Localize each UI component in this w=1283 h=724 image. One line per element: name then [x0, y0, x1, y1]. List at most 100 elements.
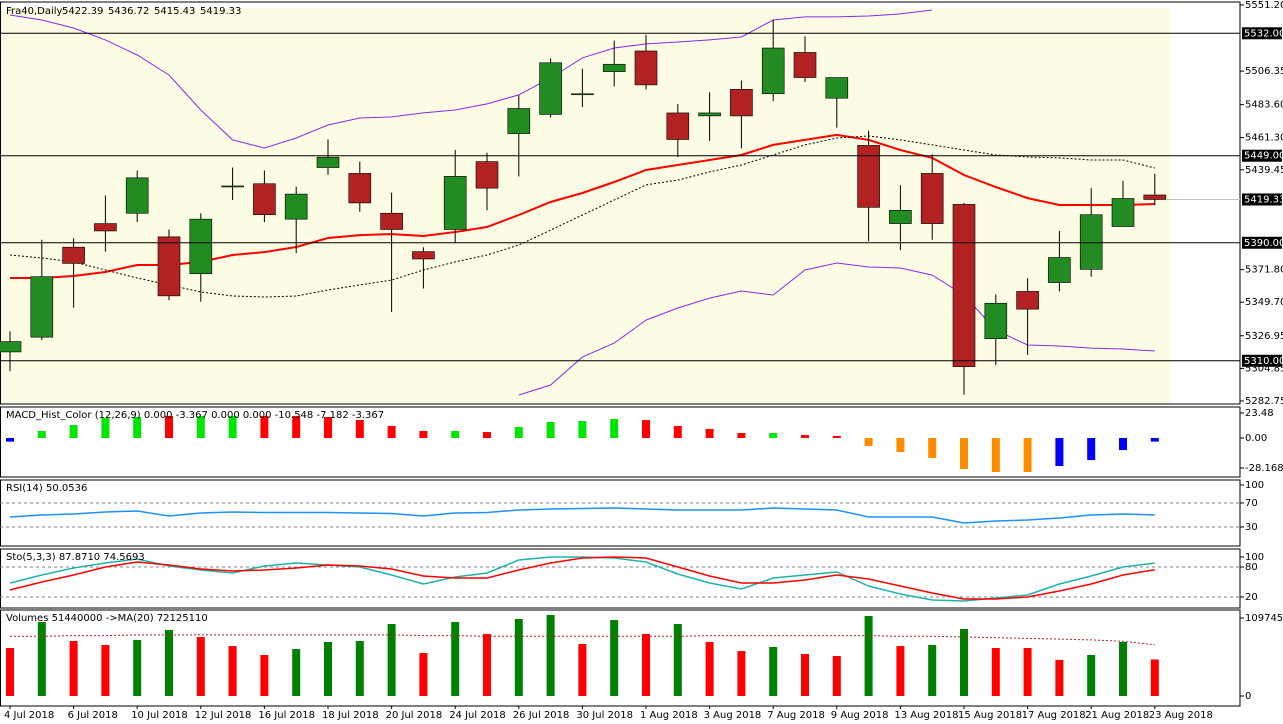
histogram-bar [737, 432, 746, 439]
x-tick-label: 24 Jul 2018 [449, 710, 506, 721]
candle-body [857, 145, 880, 208]
histogram-bar [1150, 438, 1159, 442]
level-label-box [1242, 354, 1282, 367]
histogram-bar [991, 438, 1000, 472]
histogram-bar [642, 419, 650, 439]
histogram-bar [705, 428, 714, 439]
candle-body [666, 112, 690, 140]
x-tick-label: 4 Jul 2018 [4, 710, 54, 721]
x-tick-label: 9 Aug 2018 [831, 710, 889, 721]
histogram-bar [546, 422, 555, 439]
x-tick-label: 30 Jul 2018 [576, 710, 633, 721]
x-tick-label: 15 Aug 2018 [958, 710, 1022, 721]
histogram-bar [610, 419, 619, 439]
y-tick-label: 5439.45 [1245, 165, 1283, 176]
histogram-bar [6, 648, 14, 696]
indicator-title: RSI(14) 50.0536 [6, 483, 87, 494]
histogram-bar [483, 634, 491, 696]
histogram-bar [1119, 438, 1127, 451]
indicator-line [9, 556, 1155, 600]
y-tick-label: 5349.70 [1245, 297, 1283, 308]
x-tick-label: 13 Aug 2018 [894, 710, 958, 721]
level-label-box [1242, 236, 1282, 249]
x-tick-label: 18 Jul 2018 [322, 710, 379, 721]
x-tick-label: 16 Jul 2018 [258, 710, 315, 721]
histogram-bar [483, 432, 491, 439]
candle-body [0, 341, 22, 353]
candle-body [793, 52, 817, 78]
bid-label-box [1242, 193, 1282, 206]
ohlc-value: 5436.72 [108, 6, 149, 17]
panel-frame [0, 548, 1241, 609]
histogram-bar [864, 615, 873, 696]
histogram-bar [928, 644, 937, 696]
candle-body [62, 246, 85, 264]
y-tick-label: -28.168 [1245, 463, 1283, 474]
histogram-bar [801, 653, 809, 696]
histogram-bar [705, 641, 714, 696]
indicator-line [10, 634, 1155, 646]
panel-frame [0, 479, 1241, 547]
histogram-bar [1055, 438, 1064, 467]
x-tick-label: 10 Jul 2018 [131, 710, 188, 721]
histogram-bar [578, 643, 587, 696]
histogram-bar [451, 430, 460, 439]
x-tick-label: 21 Aug 2018 [1085, 710, 1149, 721]
histogram-bar [292, 649, 301, 696]
y-tick-label: 5326.95 [1245, 331, 1283, 342]
candle-body [1143, 194, 1167, 200]
candle-body [125, 177, 149, 214]
indicator-title: Volumes 51440000 ->MA(20) 72125110 [6, 613, 208, 624]
candle-body [507, 108, 531, 134]
x-tick-label: 12 Jul 2018 [195, 710, 252, 721]
y-tick-label: 5371.80 [1245, 265, 1283, 276]
candle-body [316, 156, 340, 168]
histogram-bar [324, 641, 332, 696]
y-tick-label: 80 [1245, 562, 1258, 573]
candle-body [189, 218, 213, 275]
histogram-bar [451, 622, 460, 696]
candle-body [1016, 291, 1039, 310]
y-tick-label: 0.00 [1245, 433, 1267, 444]
histogram-bar [1119, 641, 1127, 696]
histogram-bar [165, 629, 173, 696]
histogram-bar [896, 438, 905, 452]
price-area-shade [0, 8, 1170, 404]
x-tick-label: 20 Jul 2018 [386, 710, 443, 721]
x-tick-label: 17 Aug 2018 [1022, 710, 1086, 721]
histogram-bar [101, 644, 110, 696]
histogram-bar [610, 620, 619, 696]
candle-body [443, 176, 467, 230]
histogram-bar [101, 417, 110, 439]
y-tick-label: 0 [1245, 691, 1251, 702]
histogram-bar [1023, 648, 1032, 696]
histogram-bar [355, 640, 364, 696]
histogram-bar [292, 415, 301, 439]
y-tick-label: 100 [1245, 552, 1264, 563]
histogram-bar [960, 628, 968, 696]
x-tick-label: 26 Jul 2018 [513, 710, 570, 721]
indicator-line [518, 262, 1155, 396]
histogram-bar [324, 417, 332, 439]
level-label: 5449.00 [1244, 151, 1283, 162]
histogram-bar [673, 624, 682, 696]
histogram-bar [1087, 654, 1096, 696]
histogram-bar [228, 415, 237, 439]
y-tick-label: 100 [1245, 480, 1264, 491]
histogram-bar [578, 420, 587, 439]
candle-body [730, 89, 753, 117]
candle-body [1079, 214, 1103, 270]
candle-body [221, 185, 244, 188]
histogram-bar [133, 417, 142, 439]
candle-body [30, 276, 54, 338]
panel-frame [0, 406, 1241, 478]
histogram-bar [37, 622, 46, 696]
histogram-bar [896, 646, 905, 696]
histogram-bar [769, 432, 778, 439]
histogram-bar [1087, 438, 1096, 461]
candle-body [412, 251, 435, 260]
candle-body [380, 212, 403, 230]
histogram-bar [165, 415, 173, 439]
histogram-bar [69, 425, 78, 439]
